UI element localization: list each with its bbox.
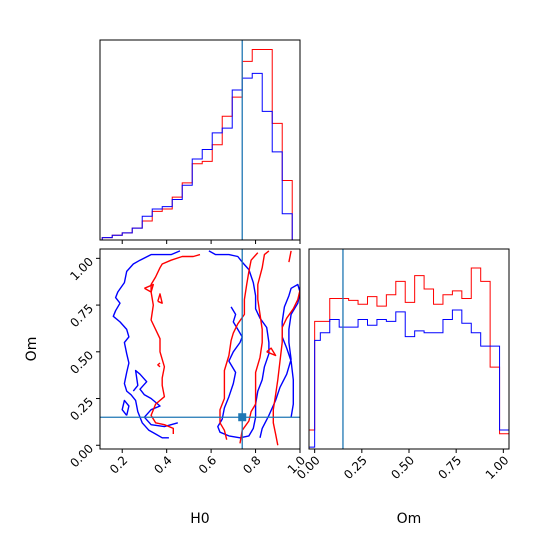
x-axis-label-om: Om (397, 511, 422, 527)
contour-y-tick-label: 1.00 (67, 255, 96, 284)
blue-contour-outer-left (112, 250, 181, 439)
contour-x-tick-label: 0.8 (240, 453, 263, 476)
h0-histogram-frame (99, 39, 301, 241)
contour-y-tick-label: 0.25 (67, 395, 96, 424)
blue-contour-small-loop (121, 399, 130, 416)
red-contour-inner (219, 252, 259, 440)
blue-contour-inner-left (132, 369, 178, 428)
red-contour-small-loop-3 (266, 347, 277, 357)
y-axis-label-om: Om (24, 337, 40, 362)
red-contour-tick-mark (288, 250, 292, 263)
om-x-tick-label: 1.00 (483, 453, 512, 482)
contour-x-tick-label: 0.6 (196, 453, 219, 476)
red-contour-middle-right (239, 250, 270, 444)
contour-y-tick-label: 0.50 (67, 348, 96, 377)
blue-contour-far-right (259, 283, 300, 438)
om-histogram-blue-series (308, 309, 510, 449)
contour-y-tick-label: 0.00 (67, 441, 96, 470)
om-x-tick-label: 0.75 (435, 453, 464, 482)
truth-marker (238, 413, 247, 422)
red-contour-small-loop-1 (144, 283, 155, 293)
h0-histogram-blue-series (101, 72, 300, 241)
contour-x-tick-label: 0.2 (107, 453, 130, 476)
om-histogram-red-series (308, 267, 510, 449)
contour-y-tick-label: 0.75 (67, 301, 96, 330)
h0-histogram-red-series (101, 49, 300, 241)
red-contour-dot (157, 362, 161, 368)
contour-frame (99, 248, 301, 450)
contour-x-tick-label: 0.4 (151, 453, 174, 476)
h0-histogram-panel (99, 39, 301, 244)
om-x-tick-label: 0.50 (388, 453, 417, 482)
om-x-tick-label: 0.25 (341, 453, 370, 482)
blue-contour-right (208, 250, 270, 439)
om-histogram-frame (308, 248, 510, 450)
red-contour-small-loop-2 (157, 293, 163, 304)
red-contour-right (272, 289, 300, 446)
x-axis-label-h0: H0 (190, 511, 209, 527)
